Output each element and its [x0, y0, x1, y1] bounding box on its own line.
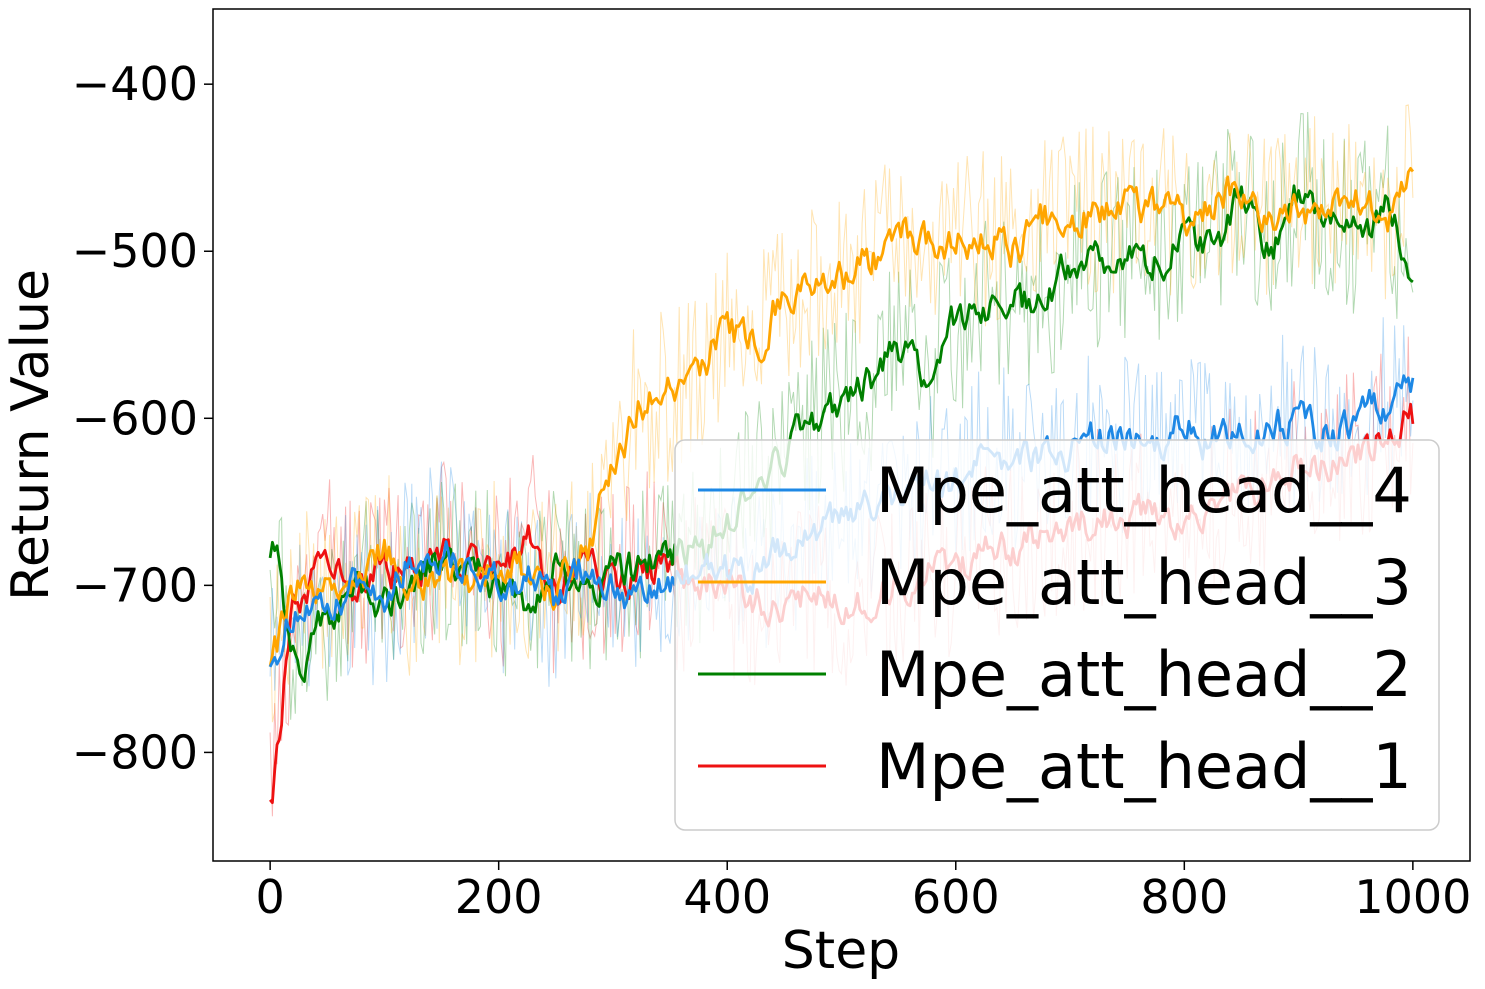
series-line-mpe-att-head-2 [268, 184, 1414, 683]
x-tick-label: 200 [455, 870, 543, 924]
plot-frame [212, 8, 1471, 862]
legend-label: Mpe_att_head__1 [876, 730, 1412, 803]
legend-label: Mpe_att_head__2 [876, 638, 1412, 711]
legend: Mpe_att_head__4 Mpe_att_head__3 Mpe_att_he… [674, 439, 1440, 831]
x-tick-label: 600 [912, 870, 1000, 924]
x-axis-label: Step [782, 921, 900, 981]
legend-label: Mpe_att_head__4 [876, 454, 1412, 527]
y-tick-label: −400 [72, 57, 198, 111]
y-tick-label: −800 [72, 725, 198, 779]
y-tick-label: −700 [72, 558, 198, 612]
x-axis: 0 200 400 600 800 1000 [255, 861, 1471, 924]
y-tick-label: −600 [72, 391, 198, 445]
x-tick-label: 0 [255, 870, 284, 924]
legend-label: Mpe_att_head__3 [876, 546, 1412, 619]
y-axis: −800 −700 −600 −500 −400 [72, 57, 213, 779]
y-tick-label: −500 [72, 224, 198, 278]
legend-frame [674, 439, 1440, 831]
x-tick-label: 400 [683, 870, 771, 924]
y-axis-label: Return Value [1, 269, 61, 601]
x-tick-label: 800 [1140, 870, 1228, 924]
x-tick-label: 1000 [1354, 870, 1471, 924]
series-line-mpe-att-head-3 [268, 167, 1415, 667]
